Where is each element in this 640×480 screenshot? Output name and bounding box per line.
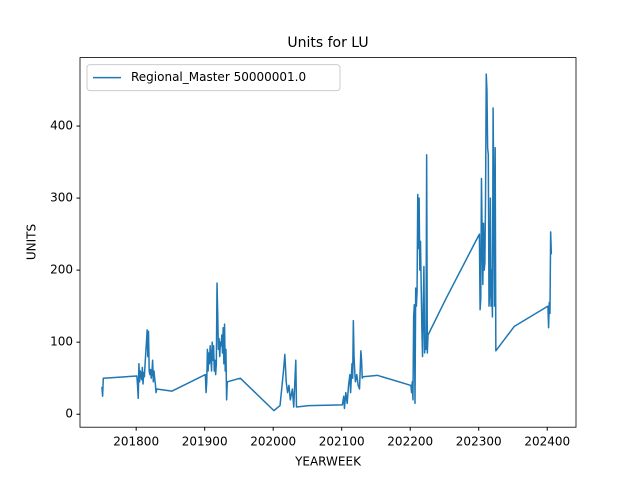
- y-tick-label: 400: [50, 119, 73, 133]
- y-tick-label: 200: [50, 263, 73, 277]
- y-tick-label: 300: [50, 191, 73, 205]
- y-tick-label: 100: [50, 335, 73, 349]
- legend-box: [86, 64, 341, 92]
- x-tick-label: 201800: [113, 435, 159, 449]
- x-tick-label: 202400: [524, 435, 570, 449]
- plot-frame: [79, 57, 577, 428]
- x-tick-label: 202200: [387, 435, 433, 449]
- x-tick-label: 202100: [319, 435, 365, 449]
- y-axis-label: UNITS: [25, 224, 39, 260]
- chart-title: Units for LU: [287, 35, 368, 51]
- legend-label: Regional_Master 50000001.0: [131, 70, 306, 84]
- data-line: [101, 73, 553, 412]
- y-tick-label: 0: [65, 407, 73, 421]
- x-tick-label: 202300: [456, 435, 502, 449]
- x-tick-label: 201900: [182, 435, 228, 449]
- x-tick-label: 202000: [250, 435, 296, 449]
- x-axis-label: YEARWEEK: [294, 455, 362, 469]
